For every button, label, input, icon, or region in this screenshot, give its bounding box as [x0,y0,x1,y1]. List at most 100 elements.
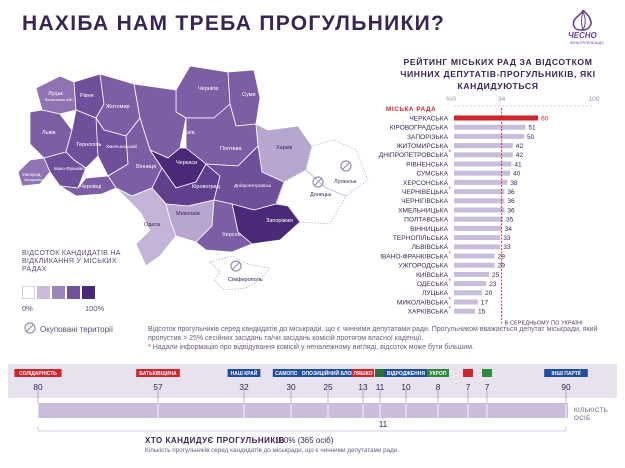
map-label-kirovohrad: Кіровоград [192,184,221,190]
ranking-bar-20 [454,299,478,305]
ranking-label-10: ХМЕЛЬНИЦЬКА [398,207,448,214]
legend-swatch-4 [82,286,95,299]
ranking-label-7: ХЕРСОНСЬКА [403,180,449,187]
footnote-main: Відсоток прогульників серед кандидатів д… [148,326,598,343]
ranking-bar-2 [454,133,524,139]
party-logo-радикальна-партія-ляшка [352,369,374,377]
party-logo-наш-край [227,369,261,377]
map-label-kharkiv: Харків [276,145,292,151]
ranking-value-1: 51 [528,125,536,132]
map-label-lviv: Львів [42,130,56,136]
ranking-value-3: 42 [516,143,524,150]
region-chernivtsi[interactable] [59,175,117,197]
ranking-label-9: ЧЕРНІГІВСЬКА [401,198,448,205]
legend-swatch-3 [67,286,80,299]
ranking-label-6: СУМСЬКА [416,171,448,178]
occupied-markers [230,160,352,272]
party-logo-народний-контроль [482,369,492,377]
ranking-value-4: 42 [516,152,524,159]
ranking-axis-unit: % [446,96,452,103]
map-label-simferopol: Сімферополь [228,277,263,283]
party-logo-солідарність [14,369,62,377]
ranking-bar-16 [454,262,495,268]
map-label-ternopil: Тернопіль [76,142,102,148]
ranking-label-15: ІВАНО-ФРАНКІВСЬКА [380,253,448,260]
ranking-bar-6 [454,170,510,176]
legend-swatch-2 [52,286,65,299]
region-donetsk-outline [275,169,347,225]
map-label-mykolaiv: Миколаїв [176,211,200,217]
map-label-rivne: Рівне [80,93,94,99]
ranking-value-11: 35 [506,217,514,224]
ranking-axis-tick-0: 0 [452,96,456,103]
map-label-kyiv: Київ [184,130,195,136]
occupied-marker-luhansk [340,160,352,172]
region-uzhhorod[interactable] [17,157,51,187]
ranking-value-20: 17 [481,299,489,306]
ranking-bar-7 [454,179,508,185]
ranking-value-10: 36 [507,207,515,214]
ranking-bar-13 [454,235,501,241]
region-ivano-frankivsk[interactable] [43,151,87,189]
ranking-label-0: ЧЕРКАСЬКА [409,115,448,122]
legend-max-label: 100% [85,304,105,313]
party-logo-укроп [427,369,449,377]
ranking-average-label: В СЕРЕДНЬОМУ ПО УКРАЇНІ [505,319,583,326]
ranking-bar-18 [454,281,487,287]
party-value-9: 7 [466,382,471,392]
ranking-star-21: * [449,307,452,313]
map-label-uzhhorod-sub: Закарпатська обл [24,178,54,182]
region-luhansk-outline [305,139,369,197]
ranking-value-21: 15 [478,309,486,316]
ranking-bar-19 [454,290,482,296]
map-label-lutsk-sub: Волинська обл [45,97,73,102]
ranking-bar-15 [454,253,495,259]
legend-swatch-0 [22,286,35,299]
ranking-axis-tick-100: 100 [589,96,600,103]
map-label-dnipropetrovsk: Дніпропетровськ [234,183,272,189]
logo-subtitle: ФІЛЬТРУЙ ВЛАДУ [570,40,604,45]
ranking-bar-1 [454,124,526,130]
ukraine-map: Луцьк Волинська обл Рівне Житомир Черніг… [17,65,369,290]
ranking-label-2: ЗАПОРІЗЬКА [407,134,449,141]
ranking-label-1: КІРОВОГРАДСЬКА [390,125,449,132]
ranking-label-3: ЖИТОМИРСЬКА [396,143,448,150]
ranking-label-14: ЛЬВІВСЬКА [412,244,449,251]
ranking-bar-12 [454,225,502,231]
region-odesa[interactable] [115,187,177,267]
party-value-1: 57 [153,382,163,392]
party-value-8: 8 [436,382,441,392]
ranking-bar-21 [454,308,475,314]
map-label-ivano-frankivsk: Івано-Франківськ [54,166,89,171]
ranking-value-2: 50 [527,134,535,141]
ranking-star-15: * [449,251,452,257]
party-bar-track [38,403,568,418]
map-label-khmelnytskyi: Хмельницький [106,143,137,149]
ranking-label-4: ДНІПРОПЕТРОВСЬКА [379,152,449,159]
ranking-label-18: ОДЕСЬКА [417,281,449,288]
map-label-zhytomyr: Житомир [106,104,130,110]
map-label-chernihiv: Чернігів [198,86,218,92]
region-kherson[interactable] [195,199,253,253]
ranking-bar-4 [454,152,513,158]
party-logo-громадянська-позиція [463,369,473,377]
ranking-value-5: 41 [514,161,522,168]
ranking-bar-9 [454,198,505,204]
ranking-label-8: ЧЕРНІВЕЦЬКА [402,189,449,196]
ranking-bar-14 [454,244,501,250]
ranking-header: МІСЬКА РАДА [386,106,436,113]
ranking-label-21: ХАРКІВСЬКА [408,309,449,316]
ranking-label-11: ПОЛТАВСЬКА [404,217,448,224]
ranking-label-20: МИКОЛАЇВСЬКА [397,298,449,306]
ranking-bar-3 [454,143,513,149]
logo-name: ЧЕСНО [568,31,597,40]
ranking-star-20: * [449,297,452,303]
party-logo-відродження [384,369,428,377]
map-label-kherson: Херсон [222,232,241,238]
map-label-donetsk: Донецьк [310,192,332,198]
ranking-value-17: 25 [492,272,500,279]
region-crimea[interactable] [209,255,271,290]
ranking-value-7: 38 [510,180,518,187]
party-axis-label: КІЛЬКІСТЬ ОСІБ [574,407,609,422]
